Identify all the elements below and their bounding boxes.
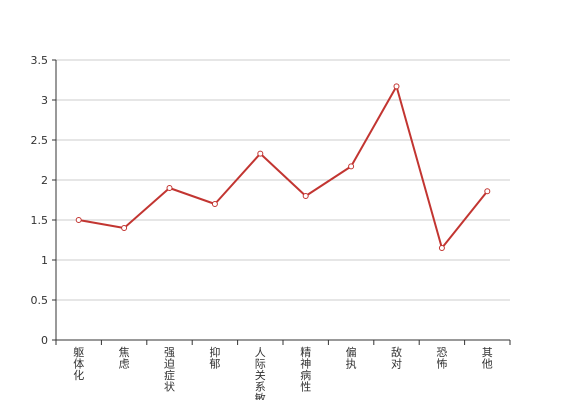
data-point[interactable] — [75, 217, 82, 223]
x-tick-label: 抑郁 — [209, 345, 220, 371]
x-tick-label: 偏执 — [346, 345, 357, 371]
x-tick-label: 精神病性 — [300, 346, 311, 394]
data-point[interactable] — [166, 185, 173, 191]
x-tick-label: 躯体化 — [73, 346, 84, 382]
y-tick-label: 3 — [41, 94, 48, 107]
data-point[interactable] — [348, 163, 355, 170]
y-tick-label: 3.5 — [31, 54, 49, 67]
y-tick-label: 1.5 — [31, 214, 49, 227]
data-point[interactable] — [484, 188, 491, 195]
data-point[interactable] — [211, 201, 218, 207]
grid-lines — [56, 59, 510, 301]
x-tick-label: 人际关系敏感 — [255, 346, 266, 400]
x-axis: 躯体化 焦虑 强迫症状 抑郁 人际关系敏感 精神病性 偏执 敌对 恐怖 其他 — [55, 339, 511, 400]
series-layer — [75, 83, 491, 251]
data-point[interactable] — [257, 150, 264, 157]
y-tick-label: 2 — [41, 174, 48, 187]
x-tick-label: 敌对 — [391, 345, 402, 371]
x-tick-label: 恐怖 — [436, 346, 447, 371]
y-axis: 0 0.5 1 1.5 2 2.5 3 3.5 — [31, 54, 57, 347]
data-point[interactable] — [121, 225, 128, 231]
y-tick-label: 0 — [41, 334, 48, 347]
x-tick-label: 其他 — [482, 346, 493, 371]
y-tick-label: 1 — [41, 254, 48, 267]
series-line — [78, 85, 489, 249]
data-point[interactable] — [393, 83, 400, 90]
y-tick-label: 2.5 — [31, 134, 49, 147]
x-tick-label: 焦虑 — [119, 346, 130, 371]
y-tick-label: 0.5 — [31, 294, 49, 307]
data-point[interactable] — [302, 193, 309, 199]
x-tick-label: 强迫症状 — [164, 346, 175, 394]
data-point[interactable] — [438, 245, 445, 251]
